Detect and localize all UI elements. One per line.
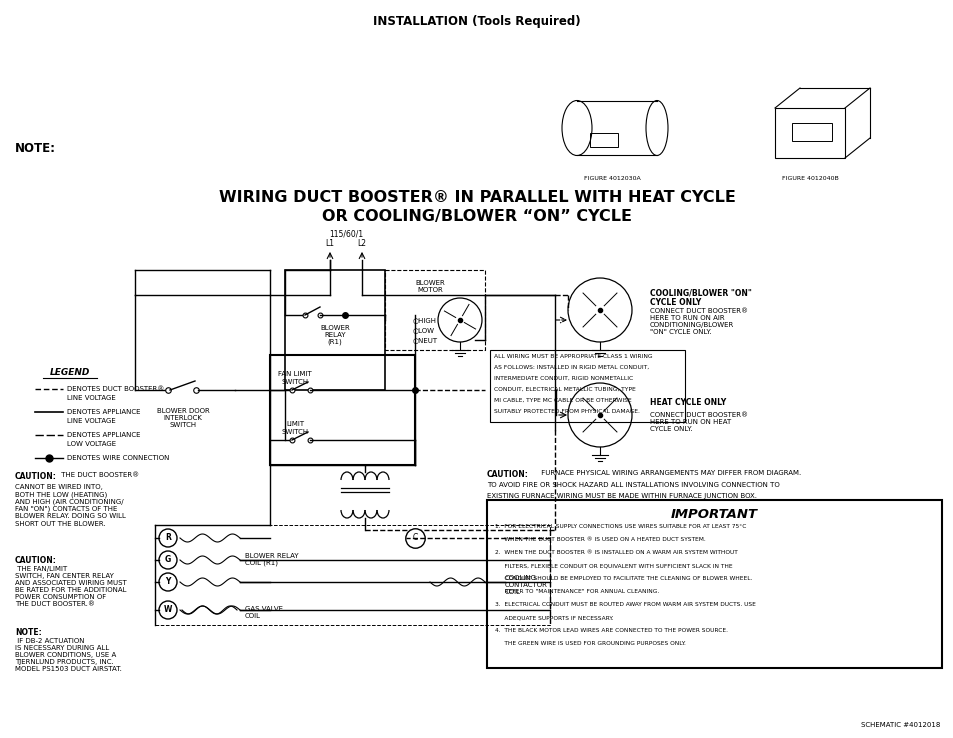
Text: DENOTES APPLIANCE: DENOTES APPLIANCE — [67, 409, 140, 415]
Text: FIGURE 4012040B: FIGURE 4012040B — [781, 176, 838, 181]
Text: 3.  ELECTRICAL CONDUIT MUST BE ROUTED AWAY FROM WARM AIR SYSTEM DUCTS. USE: 3. ELECTRICAL CONDUIT MUST BE ROUTED AWA… — [495, 602, 755, 607]
Text: WHEN THE DUCT BOOSTER ® IS USED ON A HEATED DUCT SYSTEM.: WHEN THE DUCT BOOSTER ® IS USED ON A HEA… — [495, 537, 705, 542]
Text: CONNECT DUCT BOOSTER®
HERE TO RUN ON AIR
CONDITIONING/BLOWER
"ON" CYCLE ONLY.: CONNECT DUCT BOOSTER® HERE TO RUN ON AIR… — [649, 308, 747, 335]
Text: HEAT CYCLE ONLY: HEAT CYCLE ONLY — [649, 398, 725, 407]
Text: COOLING
CONTACTOR
COIL: COOLING CONTACTOR COIL — [504, 575, 547, 595]
Text: THE GREEN WIRE IS USED FOR GROUNDING PURPOSES ONLY.: THE GREEN WIRE IS USED FOR GROUNDING PUR… — [495, 641, 685, 646]
Bar — [385, 270, 484, 350]
Text: FURNACE PHYSICAL WIRING ARRANGEMENTS MAY DIFFER FROM DIAGRAM.: FURNACE PHYSICAL WIRING ARRANGEMENTS MAY… — [538, 470, 801, 476]
Bar — [486, 500, 941, 668]
Text: BLOWER DOOR
INTERLOCK
SWITCH: BLOWER DOOR INTERLOCK SWITCH — [156, 408, 209, 428]
Text: TO AVOID FIRE OR SHOCK HAZARD ALL INSTALLATIONS INVOLVING CONNECTION TO: TO AVOID FIRE OR SHOCK HAZARD ALL INSTAL… — [486, 482, 779, 488]
Bar — [154, 525, 550, 625]
Text: L2: L2 — [357, 240, 366, 249]
Text: 2.  WHEN THE DUCT BOOSTER ® IS INSTALLED ON A WARM AIR SYSTEM WITHOUT: 2. WHEN THE DUCT BOOSTER ® IS INSTALLED … — [495, 550, 737, 555]
Text: LIMIT
SWITCH: LIMIT SWITCH — [281, 421, 308, 435]
Text: ○LOW: ○LOW — [413, 327, 435, 333]
Text: BLOWER RELAY
COIL (R1): BLOWER RELAY COIL (R1) — [245, 553, 298, 567]
Bar — [270, 355, 415, 465]
Text: C: C — [412, 534, 417, 542]
Text: BLOWER
RELAY
(R1): BLOWER RELAY (R1) — [320, 325, 350, 345]
Text: ALL WIRING MUST BE APPROPRIATE CLASS 1 WIRING: ALL WIRING MUST BE APPROPRIATE CLASS 1 W… — [494, 354, 652, 359]
Text: DENOTES DUCT BOOSTER®: DENOTES DUCT BOOSTER® — [67, 386, 164, 392]
Text: COOLING/BLOWER "ON"
CYCLE ONLY: COOLING/BLOWER "ON" CYCLE ONLY — [649, 288, 751, 308]
Text: SCHEMATIC #4012018: SCHEMATIC #4012018 — [860, 722, 939, 728]
Text: INSTALLATION (Tools Required): INSTALLATION (Tools Required) — [373, 15, 580, 29]
Text: CANNOT BE WIRED INTO,
BOTH THE LOW (HEATING)
AND HIGH (AIR CONDITIONING/
FAN "ON: CANNOT BE WIRED INTO, BOTH THE LOW (HEAT… — [15, 484, 126, 526]
Text: LINE VOLTAGE: LINE VOLTAGE — [67, 418, 115, 424]
Text: MI CABLE, TYPE MC CABLE OR BE OTHERWISE: MI CABLE, TYPE MC CABLE OR BE OTHERWISE — [494, 398, 631, 403]
Text: CAUTION:: CAUTION: — [486, 470, 528, 479]
Text: REFER TO "MAINTENANCE" FOR ANNUAL CLEANING.: REFER TO "MAINTENANCE" FOR ANNUAL CLEANI… — [495, 589, 659, 594]
Text: ○HIGH: ○HIGH — [413, 317, 436, 323]
Text: CONDUIT SHOULD BE EMPLOYED TO FACILITATE THE CLEANING OF BLOWER WHEEL.: CONDUIT SHOULD BE EMPLOYED TO FACILITATE… — [495, 576, 752, 581]
Text: Y: Y — [165, 578, 171, 587]
Text: THE DUCT BOOSTER®: THE DUCT BOOSTER® — [59, 472, 139, 478]
Text: BLOWER
MOTOR: BLOWER MOTOR — [415, 280, 444, 293]
Text: CAUTION:: CAUTION: — [15, 556, 57, 565]
Text: DENOTES WIRE CONNECTION: DENOTES WIRE CONNECTION — [67, 455, 170, 461]
Text: 115/60/1: 115/60/1 — [329, 230, 363, 238]
Text: THE FAN/LIMIT
SWITCH, FAN CENTER RELAY
AND ASSOCIATED WIRING MUST
BE RATED FOR T: THE FAN/LIMIT SWITCH, FAN CENTER RELAY A… — [15, 566, 127, 607]
Text: 4.  THE BLACK MOTOR LEAD WIRES ARE CONNECTED TO THE POWER SOURCE.: 4. THE BLACK MOTOR LEAD WIRES ARE CONNEC… — [495, 628, 727, 633]
Text: G: G — [165, 556, 171, 565]
Text: W: W — [164, 605, 172, 615]
Bar — [774, 108, 844, 158]
Text: INTERMEDIATE CONDUIT, RIGID NONMETALLIC: INTERMEDIATE CONDUIT, RIGID NONMETALLIC — [494, 376, 633, 381]
Text: NOTE:: NOTE: — [15, 628, 42, 637]
Text: AS FOLLOWS: INSTALLED IN RIGID METAL CONDUIT,: AS FOLLOWS: INSTALLED IN RIGID METAL CON… — [494, 365, 648, 370]
Text: GAS VALVE
COIL: GAS VALVE COIL — [245, 606, 283, 619]
Text: FIGURE 4012030A: FIGURE 4012030A — [583, 176, 639, 181]
Text: LINE VOLTAGE: LINE VOLTAGE — [67, 395, 115, 401]
Bar — [589, 133, 618, 147]
Text: ○NEUT: ○NEUT — [413, 337, 437, 343]
Text: L1: L1 — [325, 240, 335, 249]
Text: FAN LIMIT
SWITCH: FAN LIMIT SWITCH — [278, 371, 312, 384]
Text: SUITABLY PROTECTED FROM PHYSICAL DAMAGE.: SUITABLY PROTECTED FROM PHYSICAL DAMAGE. — [494, 409, 639, 414]
Text: OR COOLING/BLOWER “ON” CYCLE: OR COOLING/BLOWER “ON” CYCLE — [322, 210, 631, 224]
Bar — [791, 123, 831, 141]
Text: ADEQUATE SUPPORTS IF NECESSARY.: ADEQUATE SUPPORTS IF NECESSARY. — [495, 615, 613, 620]
Text: DENOTES APPLIANCE: DENOTES APPLIANCE — [67, 432, 140, 438]
Bar — [490, 350, 684, 422]
Text: EXISTING FURNACE WIRING MUST BE MADE WITHIN FURNACE JUNCTION BOX.: EXISTING FURNACE WIRING MUST BE MADE WIT… — [486, 493, 757, 499]
Text: LEGEND: LEGEND — [50, 368, 91, 377]
Bar — [285, 270, 385, 390]
Text: NOTE:: NOTE: — [15, 142, 56, 154]
Text: 1.  FOR ELECTRICAL SUPPLY CONNECTIONS USE WIRES SUITABLE FOR AT LEAST 75°C: 1. FOR ELECTRICAL SUPPLY CONNECTIONS USE… — [495, 524, 745, 529]
Text: CONDUIT, ELECTRICAL METALLIC TUBING, TYPE: CONDUIT, ELECTRICAL METALLIC TUBING, TYP… — [494, 387, 635, 392]
Text: IMPORTANT: IMPORTANT — [670, 508, 758, 520]
Text: FILTERS, FLEXIBLE CONDUIT OR EQUIVALENT WITH SUFFICIENT SLACK IN THE: FILTERS, FLEXIBLE CONDUIT OR EQUIVALENT … — [495, 563, 732, 568]
Text: LOW VOLTAGE: LOW VOLTAGE — [67, 441, 116, 447]
Text: IF DB-2 ACTUATION
IS NECESSARY DURING ALL
BLOWER CONDITIONS, USE A
TJERNLUND PRO: IF DB-2 ACTUATION IS NECESSARY DURING AL… — [15, 638, 122, 672]
Text: CONNECT DUCT BOOSTER®
HERE TO RUN ON HEAT
CYCLE ONLY.: CONNECT DUCT BOOSTER® HERE TO RUN ON HEA… — [649, 412, 747, 432]
Text: R: R — [165, 534, 171, 542]
Text: WIRING DUCT BOOSTER® IN PARALLEL WITH HEAT CYCLE: WIRING DUCT BOOSTER® IN PARALLEL WITH HE… — [218, 190, 735, 205]
Text: CAUTION:: CAUTION: — [15, 472, 57, 481]
